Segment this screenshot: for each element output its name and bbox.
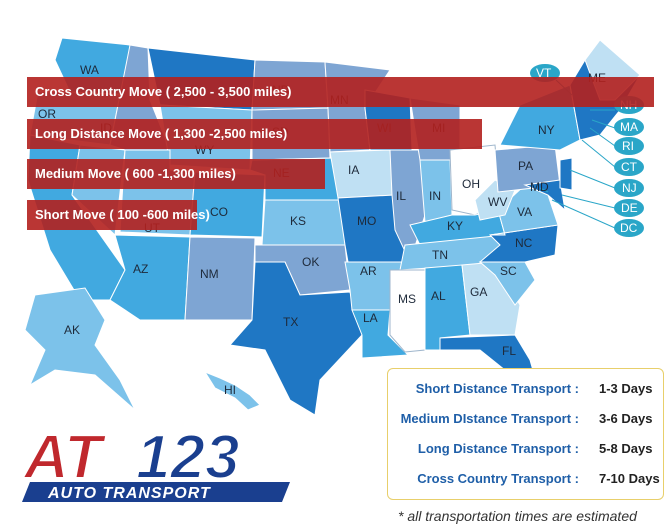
state-ak[interactable]	[24, 287, 136, 411]
legend-label: Long Distance Transport :	[417, 441, 579, 456]
label-ct: CT	[621, 160, 638, 174]
label-wv: WV	[488, 195, 507, 209]
label-ri: RI	[622, 139, 634, 153]
label-ga: GA	[470, 285, 487, 299]
bubble-ma[interactable]: MA	[614, 118, 644, 136]
legend-value: 7-10 Days	[599, 471, 660, 486]
state-nm[interactable]	[184, 236, 256, 321]
logo-tagline: AUTO TRANSPORT	[47, 485, 211, 502]
bubble-de[interactable]: DE	[614, 199, 644, 217]
legend-value: 5-8 Days	[599, 441, 653, 456]
label-ny: NY	[538, 123, 555, 137]
label-ok: OK	[302, 255, 319, 269]
label-al: AL	[431, 289, 446, 303]
label-ak: AK	[64, 323, 80, 337]
label-dc: DC	[620, 221, 638, 235]
legend-row-medium: Medium DIstance Transport : 3-6 Days	[388, 411, 665, 431]
label-va: VA	[517, 205, 532, 219]
footnote: * all transportation times are estimated	[398, 508, 637, 524]
bar-cross-country: Cross Country Move ( 2,500 - 3,500 miles…	[27, 77, 654, 107]
label-il: IL	[396, 189, 406, 203]
legend-row-cross-country: Cross Country Transport : 7-10 Days	[388, 471, 665, 491]
label-la: LA	[363, 311, 378, 325]
northeast-callouts	[539, 79, 616, 229]
label-ar: AR	[360, 264, 377, 278]
label-or: OR	[38, 107, 56, 121]
state-az[interactable]	[109, 234, 191, 321]
logo-brand: AT	[22, 423, 107, 492]
label-in: IN	[429, 189, 441, 203]
state-md-de[interactable]	[523, 179, 566, 212]
legend-label: Cross Country Transport :	[417, 471, 579, 486]
logo-banner	[22, 482, 290, 502]
bubble-dc[interactable]: DC	[614, 219, 644, 237]
bar-long-distance: Long Distance Move ( 1,300 -2,500 miles)	[27, 119, 482, 149]
transport-times-legend: Short Distance Transport : 1-3 Days Medi…	[387, 368, 664, 500]
bar-short: Short Move ( 100 -600 miles)	[27, 200, 210, 230]
label-nc: NC	[515, 236, 533, 250]
at123-logo: AT 123 AUTO TRANSPORT	[21, 422, 290, 502]
label-ky: KY	[447, 219, 463, 233]
label-vt: VT	[536, 66, 552, 80]
state-nj[interactable]	[559, 157, 573, 191]
label-ma: MA	[620, 120, 638, 134]
label-ia: IA	[348, 163, 359, 177]
legend-value: 3-6 Days	[599, 411, 653, 426]
label-nm: NM	[200, 267, 219, 281]
label-wa: WA	[80, 63, 99, 77]
label-ms: MS	[398, 292, 416, 306]
label-pa: PA	[518, 159, 533, 173]
state-tx[interactable]	[229, 261, 363, 416]
label-tx: TX	[283, 315, 298, 329]
state-ia[interactable]	[329, 149, 396, 199]
label-hi: HI	[224, 383, 236, 397]
label-mo: MO	[357, 214, 376, 228]
bar-medium: Medium Move ( 600 -1,300 miles)	[27, 159, 325, 189]
label-md: MD	[530, 180, 549, 194]
legend-row-short: Short Distance Transport : 1-3 Days	[388, 381, 665, 401]
label-nj: NJ	[622, 181, 637, 195]
label-co: CO	[210, 205, 228, 219]
legend-value: 1-3 Days	[599, 381, 653, 396]
legend-row-long: Long Distance Transport : 5-8 Days	[388, 441, 665, 461]
logo-number: 123	[136, 423, 239, 492]
legend-label: Medium DIstance Transport :	[400, 411, 579, 426]
label-de: DE	[621, 201, 638, 215]
label-fl: FL	[502, 344, 516, 358]
label-tn: TN	[432, 248, 448, 262]
label-az: AZ	[133, 262, 148, 276]
label-ks: KS	[290, 214, 306, 228]
bubble-ct[interactable]: CT	[614, 158, 644, 176]
state-hi[interactable]	[203, 370, 261, 411]
legend-label: Short Distance Transport :	[415, 381, 579, 396]
bubble-nj[interactable]: NJ	[614, 179, 644, 197]
state-ms[interactable]	[389, 269, 426, 353]
bubble-ri[interactable]: RI	[614, 137, 644, 155]
label-sc: SC	[500, 264, 517, 278]
label-oh: OH	[462, 177, 480, 191]
